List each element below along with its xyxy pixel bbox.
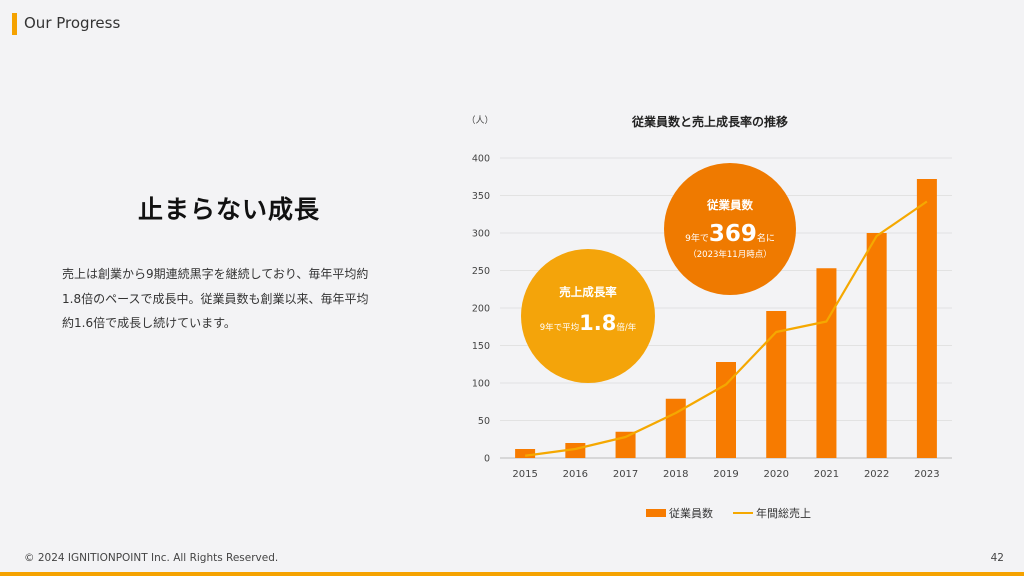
bar: [766, 311, 787, 458]
y-axis-label: （人）: [466, 115, 493, 126]
x-tick-label: 2019: [713, 469, 738, 480]
bar: [665, 398, 686, 458]
y-tick-label: 50: [478, 416, 490, 427]
badge-sales: 売上成長率 9年で平均1.8倍/年: [521, 249, 655, 383]
badge-sales-figure: 9年で平均1.8倍/年: [540, 311, 637, 335]
badge-employees-circle: [664, 163, 796, 295]
footer-copyright: © 2024 IGNITIONPOINT Inc. All Rights Res…: [24, 552, 279, 564]
bar: [916, 179, 937, 458]
badge-employees-prefix: 9年で: [685, 232, 709, 244]
y-tick-label: 250: [472, 266, 490, 277]
badge-sales-prefix: 9年で平均: [540, 322, 579, 333]
x-tick-label: 2018: [663, 469, 688, 480]
badge-employees-suffix: 名に: [757, 232, 775, 244]
badge-employees-title: 従業員数: [706, 198, 753, 212]
y-tick-label: 0: [484, 454, 490, 465]
bar: [816, 268, 837, 458]
badge-sales-suffix: 倍/年: [616, 322, 636, 333]
body-line-1: 売上は創業から9期連続黒字を継続しており、毎年平均約: [62, 267, 369, 281]
badge-employees-figure: 9年で369名に: [685, 221, 775, 247]
legend: 従業員数 年間総売上: [646, 506, 811, 520]
x-tick-label: 2016: [563, 469, 588, 480]
badge-employees-value: 369: [709, 221, 757, 247]
headline: 止まらない成長: [138, 195, 321, 224]
x-tick-label: 2022: [864, 469, 889, 480]
section-title: Our Progress: [24, 14, 121, 32]
legend-bar-label: 従業員数: [669, 507, 713, 520]
x-tick-label: 2021: [814, 469, 839, 480]
x-tick-label: 2023: [914, 469, 939, 480]
badge-sales-circle: [521, 249, 655, 383]
sales-line: [524, 200, 928, 457]
body-text: 売上は創業から9期連続黒字を継続しており、毎年平均約 1.8倍のペースで成長中。…: [62, 262, 402, 336]
y-tick-label: 300: [472, 229, 490, 240]
growth-chart: 従業員数と売上成長率の推移 （人） 0 50 100 150 200 250 300 350 4…: [466, 114, 952, 520]
page-number: 42: [990, 552, 1004, 564]
legend-bar-swatch: [646, 509, 666, 517]
section-accent-bar: [12, 13, 17, 35]
badge-sales-value: 1.8: [579, 311, 616, 335]
badge-employees-note: （2023年11月時点）: [688, 249, 771, 260]
y-tick-label: 200: [472, 304, 490, 315]
bar: [716, 362, 736, 458]
x-tick-label: 2020: [763, 469, 788, 480]
y-tick-label: 100: [472, 379, 490, 390]
bottom-accent-line: [0, 572, 1024, 576]
badge-employees: 従業員数 9年で369名に （2023年11月時点）: [664, 163, 796, 295]
body-line-3: 約1.6倍で成長し続けています。: [62, 316, 236, 330]
y-tick-label: 150: [472, 341, 490, 352]
bar: [515, 449, 536, 458]
y-tick-label: 400: [472, 154, 490, 165]
body-line-2: 1.8倍のペースで成長中。従業員数も創業以来、毎年平均: [62, 291, 369, 306]
x-tick-label: 2017: [613, 469, 638, 480]
y-tick-label: 350: [472, 191, 490, 202]
chart-title: 従業員数と売上成長率の推移: [631, 114, 788, 129]
bar: [615, 431, 636, 458]
x-tick-label: 2015: [512, 469, 537, 480]
badge-sales-title: 売上成長率: [559, 285, 617, 299]
bar: [866, 233, 887, 458]
legend-line-label: 年間総売上: [756, 506, 811, 520]
